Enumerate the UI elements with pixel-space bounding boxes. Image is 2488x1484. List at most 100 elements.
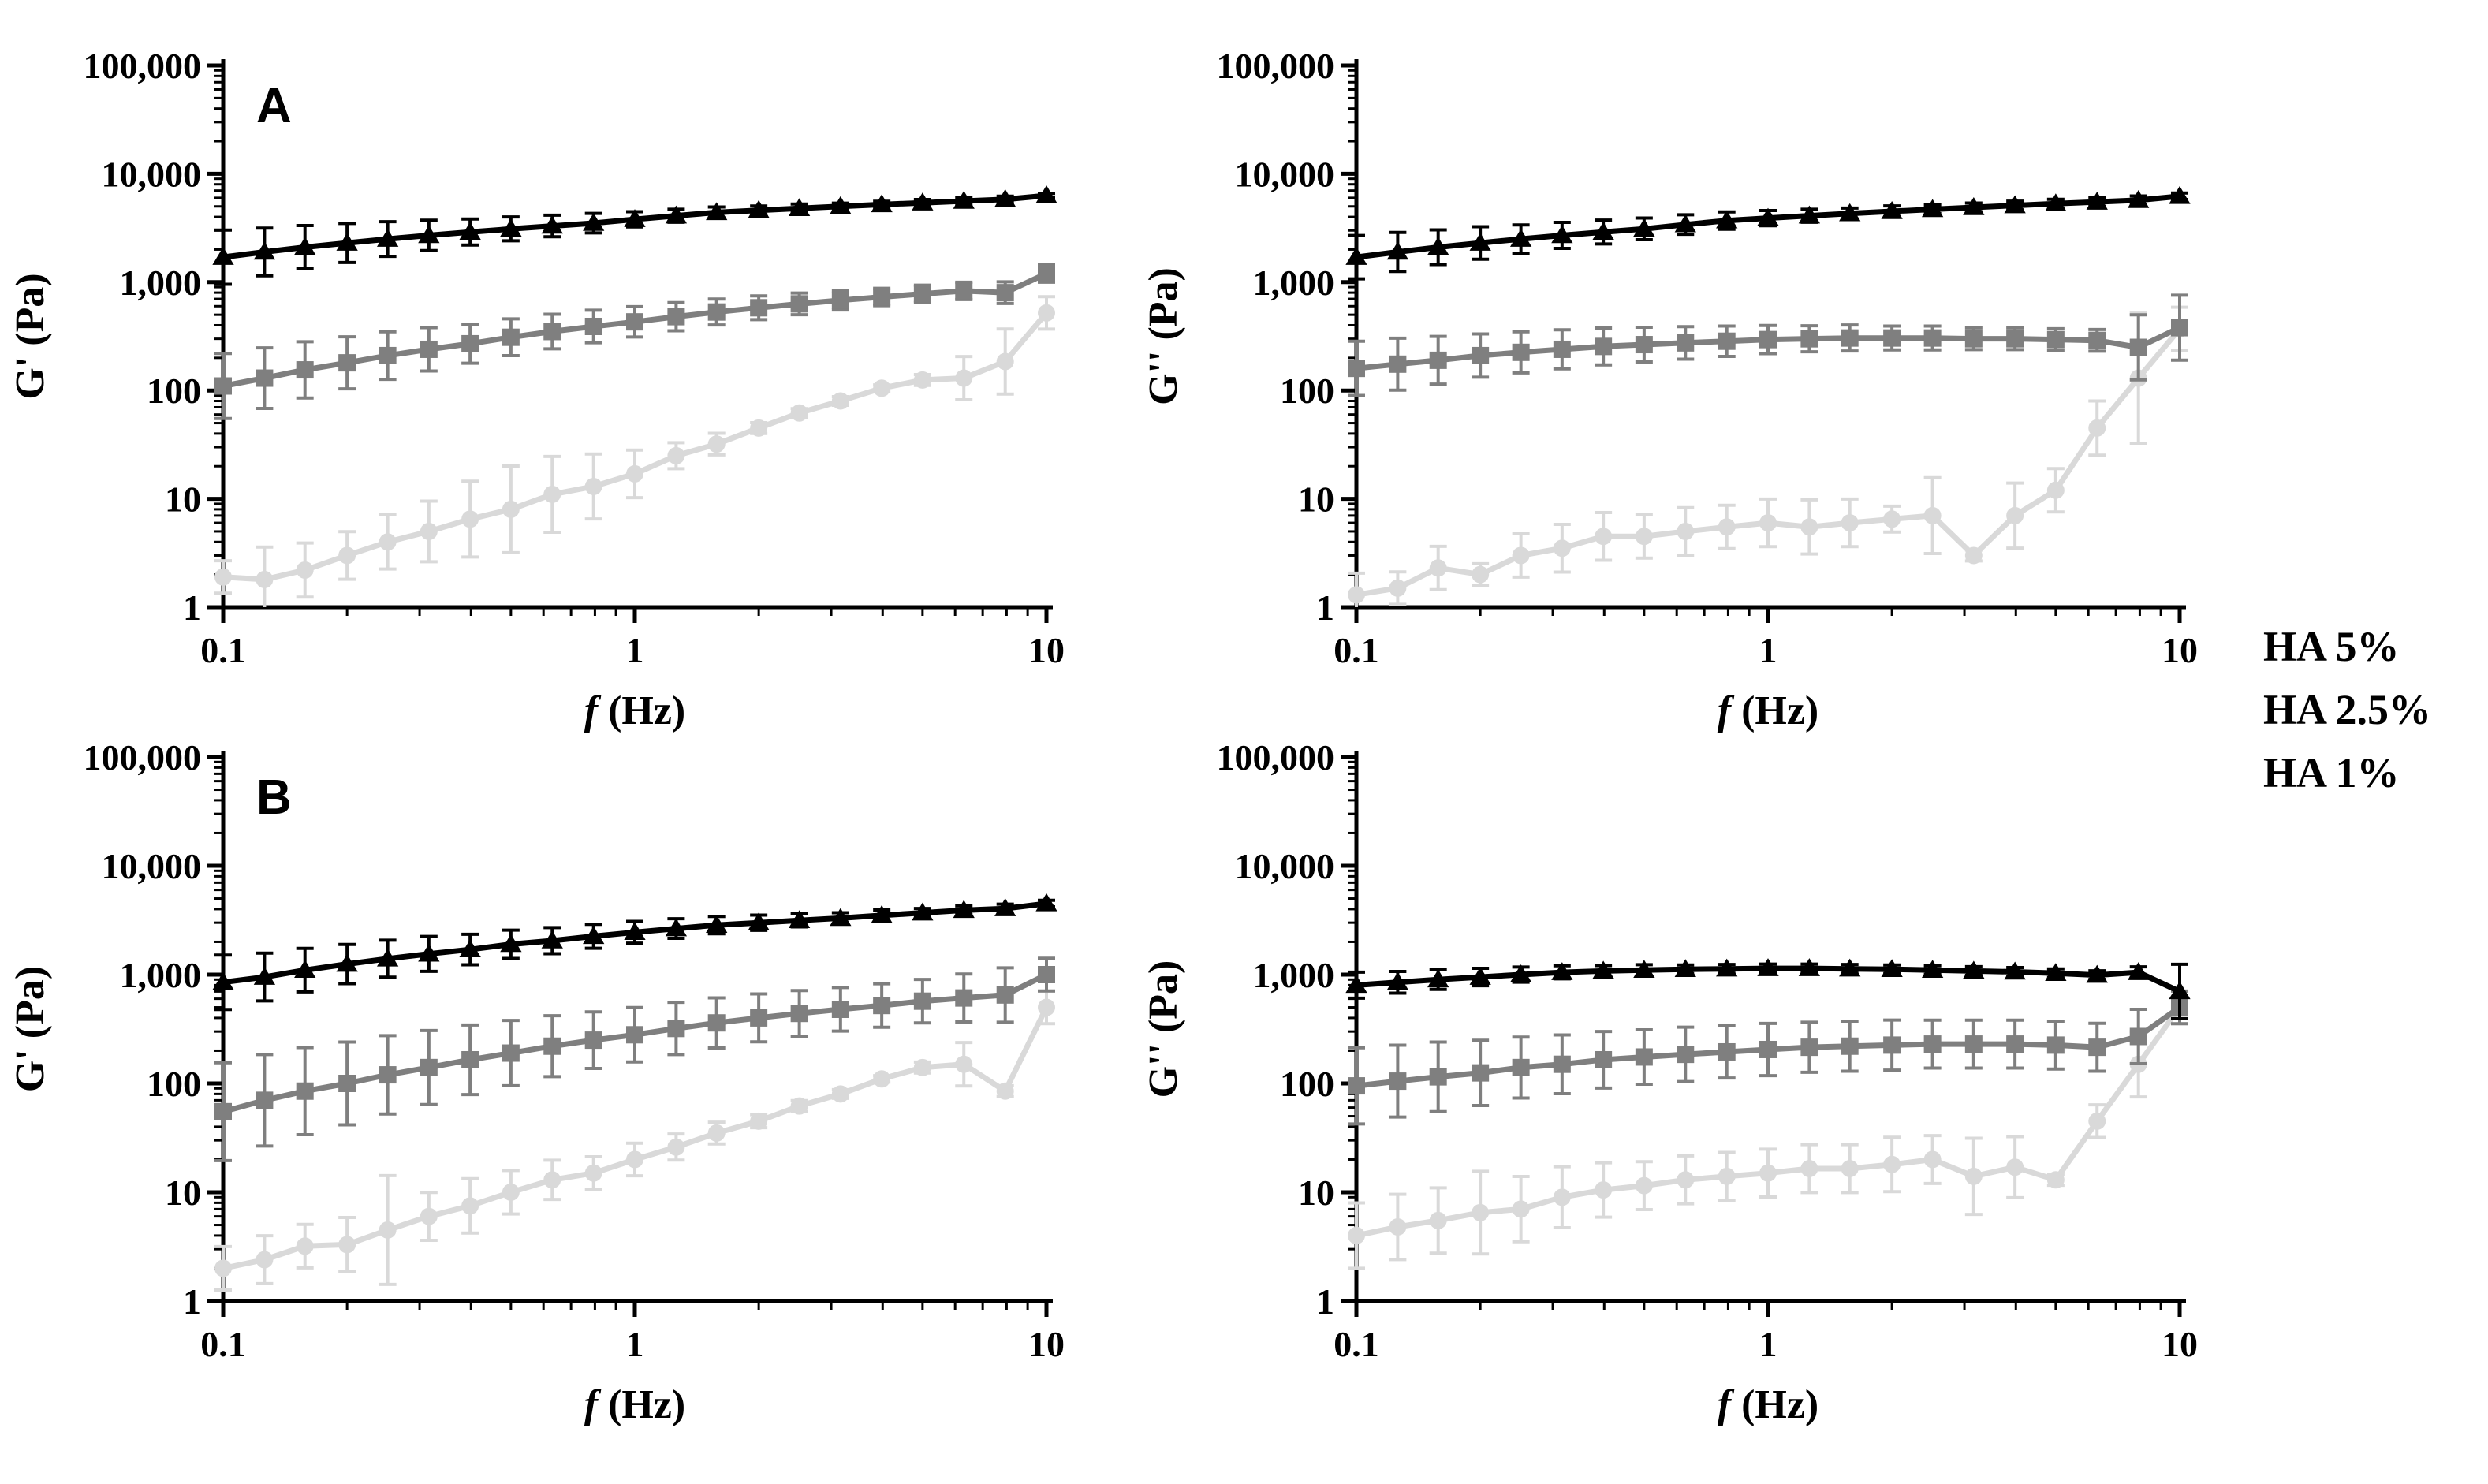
- data-point-circle: [1718, 1167, 1736, 1185]
- data-point-circle: [1472, 1203, 1490, 1221]
- data-point-triangle: [1386, 241, 1409, 260]
- data-point-square: [2129, 1027, 2147, 1046]
- y-axis-title: G' (Pa): [8, 273, 53, 399]
- data-point-square: [2006, 1035, 2024, 1053]
- x-axis-title-unit: (Hz): [1731, 1382, 1818, 1427]
- data-point-circle: [1348, 586, 1365, 604]
- data-point-triangle: [1469, 967, 1491, 985]
- data-point-square: [420, 340, 438, 358]
- x-tick-label: 1: [626, 630, 644, 670]
- x-tick-label: 0.1: [200, 630, 246, 670]
- data-point-circle: [955, 369, 973, 387]
- data-point-square: [502, 1044, 520, 1062]
- x-axis-title: f (Hz): [1718, 688, 1819, 733]
- x-axis-title: f (Hz): [584, 1382, 686, 1427]
- data-point-square: [296, 361, 314, 379]
- data-point-triangle: [1633, 218, 1655, 237]
- data-point-circle: [1512, 1200, 1530, 1218]
- data-point-triangle: [748, 199, 770, 218]
- data-point-square: [996, 284, 1014, 302]
- data-point-triangle: [1551, 962, 1573, 980]
- series-ha-5-: [212, 185, 1057, 286]
- y-tick-label: 100,000: [84, 46, 202, 86]
- data-point-circle: [873, 379, 891, 397]
- legend: HA 5% HA 2.5% HA 1%: [2263, 623, 2431, 796]
- data-point-triangle: [994, 898, 1016, 916]
- data-point-square: [1800, 1038, 1818, 1057]
- data-point-square: [750, 1009, 768, 1027]
- data-point-triangle: [1798, 958, 1821, 976]
- data-point-circle: [1553, 1188, 1571, 1206]
- y-tick-label: 10: [165, 479, 201, 520]
- series-ha-2-5-: [1348, 293, 2188, 397]
- data-point-circle: [1472, 565, 1490, 584]
- y-axis-title: G'' (Pa): [1141, 267, 1186, 405]
- data-point-square: [1429, 1068, 1447, 1086]
- data-point-triangle: [748, 912, 770, 930]
- y-tick-label: 10,000: [1235, 154, 1335, 194]
- x-axis-title-unit: (Hz): [598, 1382, 685, 1427]
- panel-letter: B: [256, 770, 292, 825]
- x-tick-label: 1: [626, 1324, 644, 1364]
- x-tick-label: 0.1: [200, 1324, 246, 1364]
- y-tick-label: 1,000: [1253, 263, 1335, 303]
- data-point-triangle: [624, 209, 646, 227]
- x-axis-title-unit: (Hz): [1731, 688, 1818, 733]
- data-point-circle: [873, 1070, 891, 1088]
- data-point-triangle: [541, 930, 563, 949]
- data-point-circle: [1389, 1217, 1407, 1236]
- data-point-circle: [667, 1138, 685, 1156]
- x-tick-label: 10: [1028, 630, 1065, 670]
- data-point-square: [626, 313, 643, 331]
- x-tick-label: 0.1: [1334, 1324, 1379, 1364]
- series-ha-5-: [212, 893, 1057, 1012]
- data-point-square: [831, 291, 849, 309]
- data-point-triangle: [1881, 959, 1903, 977]
- data-point-triangle: [1509, 964, 1532, 982]
- y-tick-label: 1,000: [120, 263, 202, 303]
- x-axis-title-variable: f: [584, 688, 602, 733]
- data-point-square: [1595, 337, 1613, 356]
- data-point-triangle: [583, 926, 605, 945]
- data-point-triangle: [1963, 960, 1985, 979]
- data-point-square: [296, 1082, 314, 1100]
- data-point-square: [2006, 330, 2024, 348]
- data-point-square: [584, 317, 602, 335]
- data-point-circle: [1038, 304, 1055, 322]
- data-point-circle: [214, 568, 232, 586]
- data-point-square: [1472, 1064, 1490, 1082]
- series-ha-1-: [214, 295, 1055, 607]
- data-point-square: [667, 1020, 685, 1038]
- data-point-triangle: [1921, 960, 1944, 979]
- series-ha-2-5-: [214, 956, 1055, 1162]
- data-point-triangle: [2045, 963, 2067, 981]
- data-point-triangle: [1509, 229, 1532, 247]
- data-point-square: [1472, 346, 1490, 364]
- data-point-triangle: [953, 190, 975, 209]
- data-point-square: [214, 377, 232, 395]
- data-point-triangle: [2086, 192, 2108, 210]
- data-point-triangle: [294, 960, 316, 979]
- data-point-triangle: [376, 948, 399, 967]
- data-point-triangle: [1921, 199, 1944, 218]
- data-point-square: [1348, 1077, 1365, 1095]
- data-point-circle: [420, 522, 438, 540]
- data-point-triangle: [665, 918, 688, 937]
- data-point-circle: [790, 404, 808, 422]
- data-point-square: [831, 1000, 849, 1018]
- data-point-square: [1038, 966, 1055, 983]
- data-point-square: [584, 1031, 602, 1050]
- data-point-circle: [1841, 514, 1859, 532]
- data-point-circle: [543, 485, 561, 503]
- data-point-square: [1512, 343, 1530, 361]
- data-point-square: [1759, 330, 1777, 349]
- data-point-circle: [1429, 559, 1447, 577]
- data-point-square: [1038, 264, 1055, 282]
- y-tick-label: 10: [165, 1173, 201, 1213]
- data-point-triangle: [459, 222, 481, 240]
- data-point-square: [1883, 1036, 1901, 1054]
- data-point-triangle: [376, 229, 399, 247]
- data-point-triangle: [459, 939, 481, 957]
- data-point-circle: [790, 1097, 808, 1115]
